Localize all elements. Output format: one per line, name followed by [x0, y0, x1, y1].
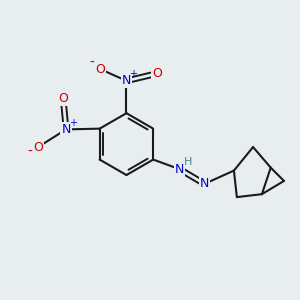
Text: O: O: [58, 92, 68, 105]
Text: H: H: [184, 157, 192, 167]
Text: -: -: [27, 145, 32, 158]
Text: O: O: [152, 67, 162, 80]
Text: O: O: [33, 141, 43, 154]
Text: +: +: [69, 118, 76, 128]
Text: N: N: [175, 163, 184, 176]
Text: O: O: [95, 62, 105, 76]
Text: +: +: [129, 69, 137, 79]
Text: N: N: [61, 123, 71, 136]
Text: -: -: [89, 56, 94, 70]
Text: N: N: [122, 74, 131, 87]
Text: N: N: [200, 177, 209, 190]
